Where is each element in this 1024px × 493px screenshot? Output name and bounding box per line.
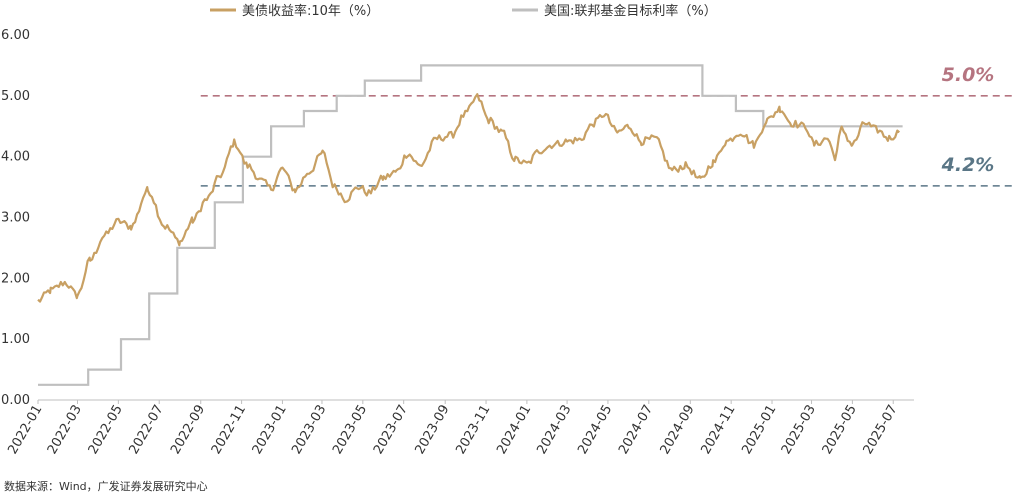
reference-label: 5.0%: [942, 64, 995, 86]
reference-label: 4.2%: [941, 154, 995, 176]
y-tick-label: 1.00: [1, 332, 30, 347]
x-tick-label: 2025-05: [820, 403, 860, 458]
legend: 美债收益率:10年（%） 美国:联邦基金目标利率（%）: [210, 3, 717, 19]
x-tick-label: 2024-07: [616, 403, 656, 458]
y-tick-label: 5.00: [1, 89, 30, 104]
y-tick-label: 2.00: [1, 271, 30, 286]
y-tick-label: 0.00: [1, 393, 30, 408]
x-tick-label: 2024-09: [658, 403, 698, 458]
y-tick-label: 6.00: [1, 28, 30, 43]
x-tick-label: 2023-03: [289, 403, 329, 458]
x-tick-label: 2022-01: [5, 403, 45, 458]
x-tick-label: 2023-05: [330, 403, 370, 458]
x-tick-label: 2025-03: [779, 403, 819, 458]
x-tick-label: 2022-03: [45, 403, 85, 458]
y-tick-label: 4.00: [1, 150, 30, 165]
series-line-fed-rate: [38, 64, 903, 386]
x-tick-label: 2023-09: [413, 403, 453, 458]
x-tick-label: 2022-11: [209, 403, 249, 458]
x-tick-label: 2025-01: [739, 403, 779, 458]
reference-lines: 5.0% 4.2%: [200, 64, 1016, 187]
x-tick-label: 2025-07: [861, 403, 901, 458]
x-tick-label: 2023-01: [250, 403, 290, 458]
legend-label-treasury: 美债收益率:10年（%）: [242, 3, 379, 19]
y-axis: 0.00 1.00 2.00 3.00 4.00 5.00 6.00: [1, 28, 30, 408]
x-tick-label: 2022-09: [168, 403, 208, 458]
x-tick-label: 2023-11: [453, 403, 493, 458]
x-tick-label: 2024-03: [534, 403, 574, 458]
x-tick-label: 2023-07: [371, 403, 411, 458]
legend-label-fed-rate: 美国:联邦基金目标利率（%）: [544, 3, 717, 19]
series-line-treasury-yield: [37, 93, 901, 303]
x-tick-label: 2024-05: [575, 403, 615, 458]
series-layer: [37, 64, 903, 386]
x-tick-label: 2022-05: [86, 403, 126, 458]
x-tick-label: 2024-11: [698, 403, 738, 458]
x-tick-label: 2024-01: [494, 403, 534, 458]
x-tick-label: 2022-07: [127, 403, 167, 458]
x-axis: 2022-01 2022-03 2022-05 2022-07 2022-09 2022-…: [5, 399, 914, 458]
source-note: 数据来源：Wind，广发证券发展研究中心: [4, 479, 208, 493]
y-tick-label: 3.00: [1, 211, 30, 226]
